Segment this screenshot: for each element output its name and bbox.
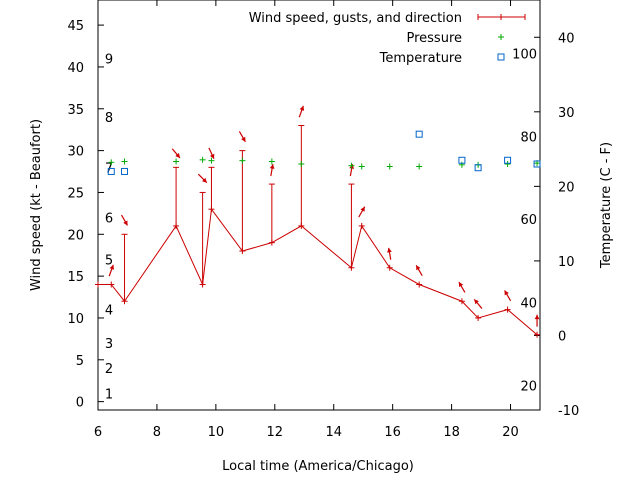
y-right-tick-label: 30 (558, 106, 575, 121)
temperature-point (533, 160, 541, 168)
y-left-tick-label: 20 (67, 228, 84, 243)
x-tick-label: 8 (153, 425, 161, 440)
x-tick-label: 12 (267, 425, 284, 440)
y-axis-left-label: Wind speed (kt - Beaufort) (29, 119, 44, 291)
wind-direction-arrowhead (458, 282, 464, 288)
beaufort-label: 5 (105, 253, 113, 268)
y-left-tick-label: 35 (67, 103, 84, 118)
temperature-point (415, 130, 423, 138)
temperature-point (474, 164, 482, 172)
y-axis-right-label: Temperature (C - F) (599, 142, 614, 269)
wind-direction-arrowhead (109, 264, 115, 270)
fahrenheit-label: 80 (520, 130, 537, 145)
y-left-tick-label: 5 (76, 354, 84, 369)
fahrenheit-label: 20 (520, 379, 537, 394)
wind-speed-line (98, 207, 538, 336)
fahrenheit-label: 40 (520, 297, 537, 312)
wind-direction-arrowhead (416, 265, 421, 271)
wind-direction-arrowhead (534, 314, 540, 320)
wind-direction-arrowhead (175, 153, 180, 158)
wind-direction-arrowhead (241, 136, 246, 142)
temperature-point (504, 156, 512, 164)
x-tick-label: 14 (325, 425, 342, 440)
beaufort-label: 4 (105, 304, 113, 319)
x-tick-label: 16 (384, 425, 401, 440)
wind-direction-arrowhead (123, 220, 128, 226)
y-right-tick-label: 0 (558, 329, 566, 344)
wind-direction-arrowhead (299, 105, 305, 111)
x-tick-label: 20 (502, 425, 519, 440)
legend-label: Temperature (379, 51, 462, 66)
legend-temperature-swatch (497, 53, 505, 61)
y-left-tick-label: 40 (67, 61, 84, 76)
x-tick-label: 6 (94, 425, 102, 440)
beaufort-label: 2 (105, 362, 113, 377)
legend-label: Wind speed, gusts, and direction (249, 11, 462, 26)
y-right-tick-label: 20 (558, 180, 575, 195)
x-tick-label: 18 (443, 425, 460, 440)
y-left-tick-label: 0 (76, 396, 84, 411)
beaufort-label: 8 (105, 111, 113, 126)
wind-direction-arrowhead (360, 206, 365, 212)
beaufort-label: 3 (105, 337, 113, 352)
legend-label: Pressure (406, 31, 462, 46)
beaufort-label: 9 (105, 53, 113, 68)
y-left-tick-label: 10 (67, 312, 84, 327)
y-left-tick-label: 15 (67, 270, 84, 285)
y-left-tick-label: 25 (67, 186, 84, 201)
fahrenheit-label: 100 (512, 48, 537, 63)
beaufort-label: 6 (105, 212, 113, 227)
temperature-point (121, 167, 129, 175)
y-right-tick-label: 40 (558, 31, 575, 46)
plot-frame (97, 0, 541, 411)
x-axis-label: Local time (America/Chicago) (222, 459, 414, 474)
y-right-tick-label: -10 (558, 404, 579, 419)
wind-direction-arrowhead (504, 290, 509, 296)
wind-direction-arrowhead (202, 177, 207, 183)
wind-direction-arrowhead (474, 299, 479, 305)
x-tick-label: 10 (208, 425, 225, 440)
y-left-tick-label: 45 (67, 19, 84, 34)
y-left-tick-label: 30 (67, 145, 84, 160)
wind-direction-arrowhead (269, 164, 275, 169)
temperature-point (458, 156, 466, 164)
beaufort-label: 1 (105, 387, 113, 402)
wind-direction-arrowhead (387, 247, 392, 253)
y-right-tick-label: 10 (558, 255, 575, 270)
wind-direction-arrowhead (209, 153, 215, 159)
temperature-point (107, 167, 115, 175)
fahrenheit-label: 60 (520, 213, 537, 228)
